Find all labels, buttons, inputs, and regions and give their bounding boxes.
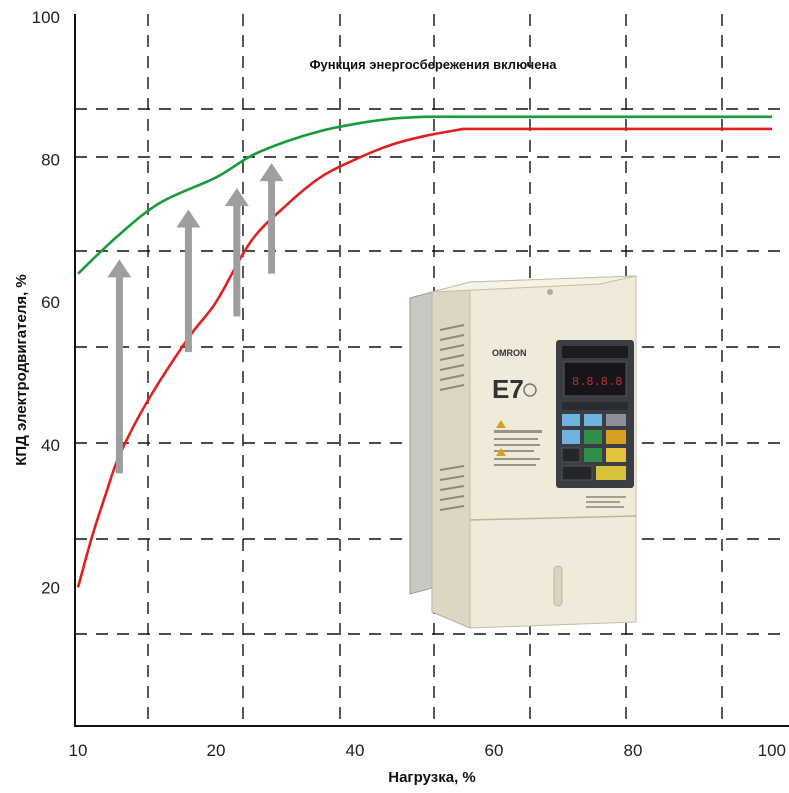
x-tick-label: 80 — [624, 741, 643, 760]
arrows — [107, 163, 284, 474]
efficiency-arrow-0 — [107, 259, 132, 474]
x-tick-label: 100 — [758, 741, 786, 760]
efficiency-arrow-2 — [224, 188, 249, 317]
series-line-0 — [77, 115, 772, 275]
y-tick-label: 100 — [32, 8, 60, 27]
svg-text:8.8.8.8.: 8.8.8.8. — [572, 375, 630, 389]
device-model: E7 — [492, 374, 524, 404]
y-tick-label: 40 — [41, 436, 60, 455]
device-keypad: 8.8.8.8. — [556, 340, 634, 488]
y-tick-labels: 20 40 60 80 100 — [32, 8, 60, 597]
x-tick-label: 40 — [346, 741, 365, 760]
y-tick-label: 80 — [41, 151, 60, 170]
y-tick-label: 60 — [41, 293, 60, 312]
curves — [76, 115, 772, 588]
x-tick-label: 60 — [485, 741, 504, 760]
x-tick-label: 20 — [207, 741, 226, 760]
x-tick-label: 10 — [69, 741, 88, 760]
series-line-1 — [76, 127, 772, 588]
y-axis-label: КПД электродвигателя, % — [13, 274, 30, 466]
x-axis-label: Нагрузка, % — [388, 769, 476, 786]
x-tick-labels: 10 20 40 60 80 100 — [69, 741, 786, 760]
efficiency-arrow-3 — [259, 163, 284, 274]
inverter-device-image: OMRON E7 8.8.8.8. — [409, 275, 637, 629]
energy-saving-annotation: Функция энергосбережения включена — [309, 57, 557, 72]
efficiency-arrow-1 — [176, 209, 201, 353]
y-tick-label: 20 — [41, 578, 60, 597]
device-brand: OMRON — [492, 348, 527, 358]
